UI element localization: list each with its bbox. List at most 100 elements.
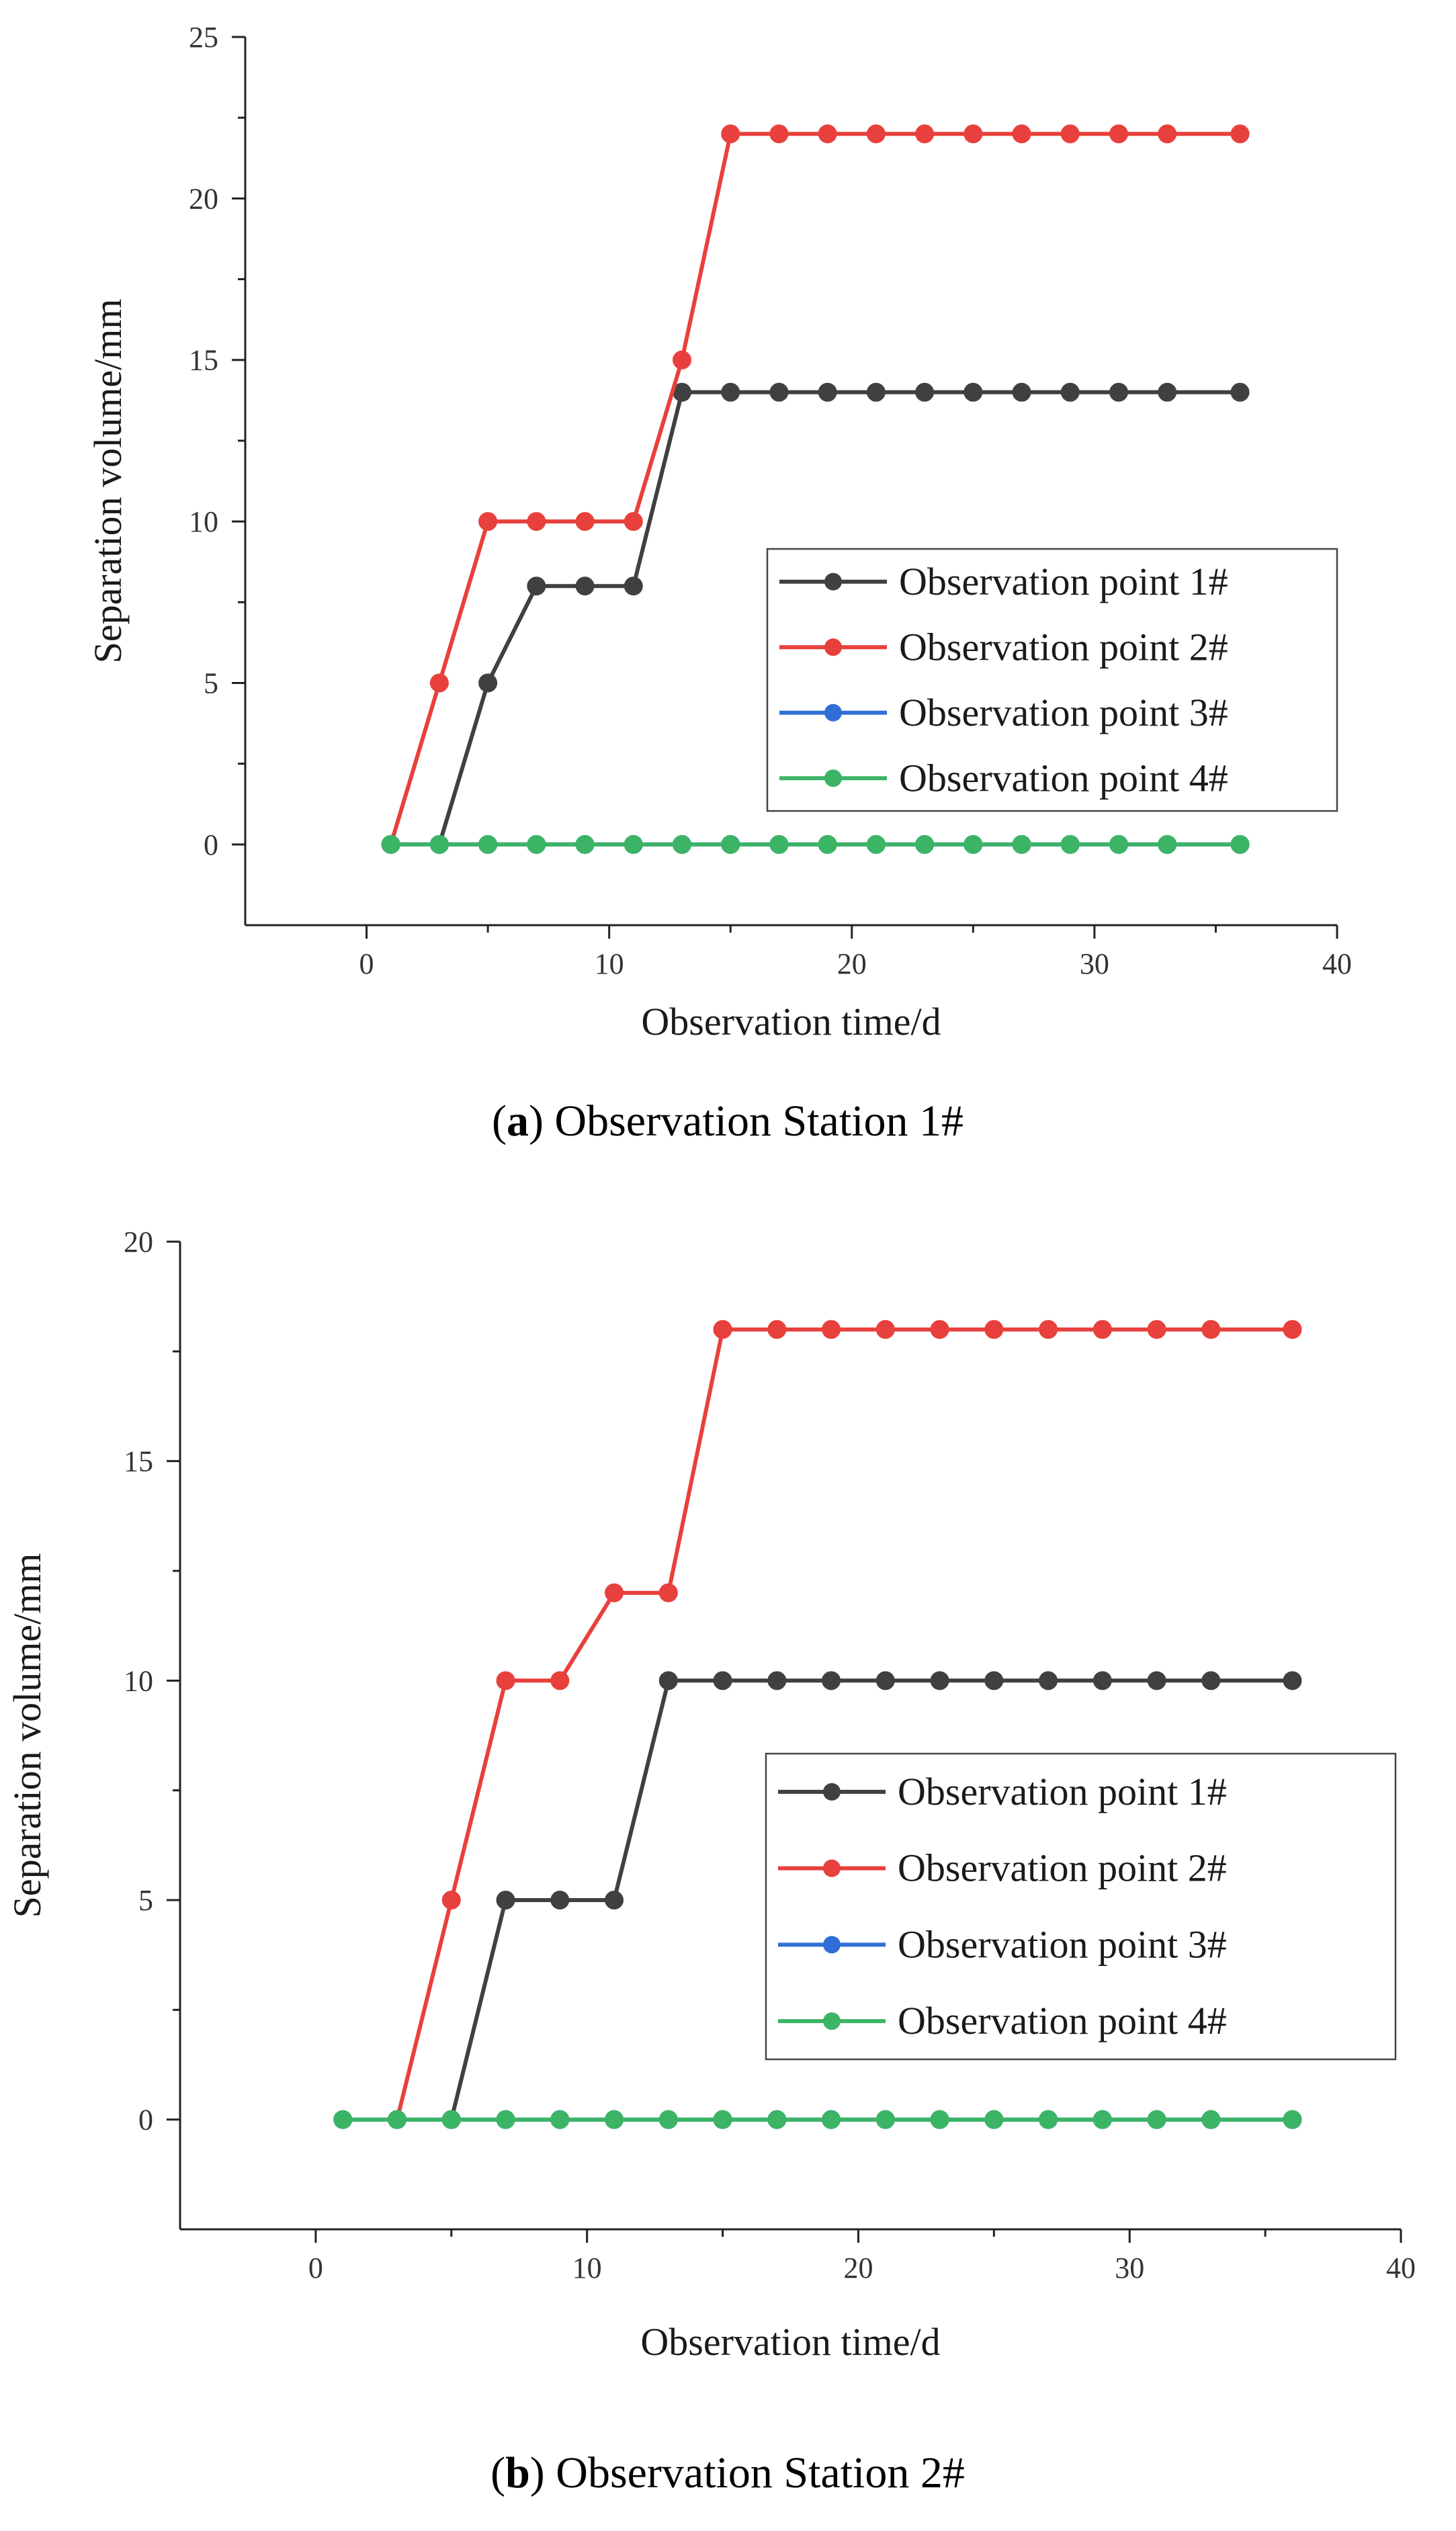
legend-box: [765, 1752, 1397, 2061]
data-point: [575, 576, 595, 596]
data-point: [713, 1320, 732, 1339]
y-tick-label: 25: [189, 21, 218, 54]
data-point: [1147, 2110, 1166, 2129]
data-point: [1093, 1320, 1112, 1339]
y-tick-label: 20: [189, 182, 218, 215]
data-point: [915, 124, 935, 144]
data-point: [713, 1671, 732, 1690]
x-tick-label: 10: [572, 2251, 602, 2284]
data-point: [429, 673, 449, 693]
data-point: [1039, 2110, 1058, 2129]
data-point: [818, 124, 837, 144]
legend-swatch-marker: [824, 638, 842, 656]
legend-entry-1: Observation point 1#: [778, 1770, 1227, 1813]
data-point: [527, 512, 546, 531]
data-point: [866, 124, 886, 144]
legend-label: Observation point 1#: [898, 1770, 1227, 1813]
legend-swatch-marker: [823, 1936, 841, 1954]
data-point: [478, 673, 498, 693]
data-point: [496, 1671, 515, 1690]
data-point: [673, 350, 691, 370]
data-point: [822, 1320, 841, 1339]
data-point: [721, 834, 740, 854]
caption-text: Observation Station 1#: [544, 1097, 963, 1146]
data-point: [769, 124, 789, 144]
data-point: [866, 382, 886, 402]
data-point: [1060, 124, 1080, 144]
data-point: [930, 1320, 949, 1339]
data-point: [1039, 1671, 1058, 1690]
legend-label: Observation point 1#: [899, 560, 1228, 603]
data-point: [478, 512, 498, 531]
chart-station-1: 0 5 10 15 20 25 0 10 20 30 40 Observation time/d Sep…: [86, 21, 1352, 1043]
data-point: [1147, 1671, 1166, 1690]
data-point: [1093, 1671, 1112, 1690]
x-tick-label: 20: [843, 2251, 873, 2284]
data-point: [963, 382, 983, 402]
data-point: [624, 834, 643, 854]
data-point: [875, 1320, 895, 1339]
data-point: [984, 1671, 1004, 1690]
data-point: [721, 124, 740, 144]
x-tick-label: 0: [308, 2251, 323, 2284]
legend-swatch-marker: [823, 2012, 841, 2030]
data-point: [915, 382, 935, 402]
x-tick-label: 20: [837, 947, 867, 980]
data-point: [721, 382, 740, 402]
series-line: [449, 1678, 1293, 2120]
series-4: [381, 834, 1250, 854]
data-point: [1158, 124, 1177, 144]
caption-close: ): [530, 2448, 545, 2497]
legend: Observation point 1# Observation point 2#…: [765, 1752, 1397, 2061]
legend-swatch-marker: [823, 1783, 841, 1801]
data-point: [1109, 124, 1128, 144]
data-point: [1093, 2110, 1112, 2129]
series-2: [388, 1320, 1302, 2129]
data-point: [1283, 1320, 1302, 1339]
data-point: [1060, 834, 1080, 854]
legend-entry-4: Observation point 4#: [779, 756, 1228, 800]
data-point: [550, 1891, 570, 1910]
data-point: [769, 382, 789, 402]
legend-label: Observation point 2#: [898, 1846, 1227, 1890]
x-axis-title: Observation time/d: [641, 1000, 941, 1043]
caption-station-2: (b) Observation Station 2#: [490, 2448, 965, 2497]
legend-swatch-marker: [824, 769, 842, 787]
x-tick-label: 10: [595, 947, 624, 980]
data-point: [1201, 1320, 1221, 1339]
data-point: [963, 124, 983, 144]
data-point: [866, 834, 886, 854]
data-point: [478, 834, 498, 854]
data-point: [381, 834, 400, 854]
caption-letter: b: [505, 2448, 530, 2497]
legend-label: Observation point 3#: [899, 691, 1228, 734]
data-point: [1147, 1320, 1166, 1339]
data-point: [1158, 834, 1177, 854]
data-point: [767, 2110, 787, 2129]
data-point: [822, 2110, 841, 2129]
data-point: [605, 1583, 624, 1602]
y-tick-label: 15: [189, 344, 218, 377]
data-point: [624, 512, 643, 531]
data-point: [1201, 1671, 1221, 1690]
data-point: [822, 1671, 841, 1690]
legend-entry-3: Observation point 3#: [779, 691, 1228, 734]
data-point: [575, 512, 595, 531]
y-tick-label: 0: [138, 2104, 153, 2137]
y-tick-label: 5: [204, 667, 218, 699]
x-tick-label: 30: [1080, 947, 1109, 980]
y-tick-label: 5: [138, 1884, 153, 1917]
caption-text: Observation Station 2#: [545, 2448, 965, 2497]
data-point: [550, 2110, 570, 2129]
legend-entry-3: Observation point 3#: [778, 1922, 1227, 1966]
data-point: [984, 2110, 1004, 2129]
data-point: [767, 1671, 787, 1690]
data-point: [673, 834, 691, 854]
data-point: [441, 1891, 461, 1910]
data-point: [496, 1891, 515, 1910]
chart-station-2: 0 5 10 15 20 0 10 20 30 40 Observation time/d Separ…: [5, 1226, 1416, 2364]
data-point: [713, 2110, 732, 2129]
data-point: [875, 2110, 895, 2129]
legend-label: Observation point 4#: [899, 756, 1228, 800]
data-point: [1109, 834, 1128, 854]
